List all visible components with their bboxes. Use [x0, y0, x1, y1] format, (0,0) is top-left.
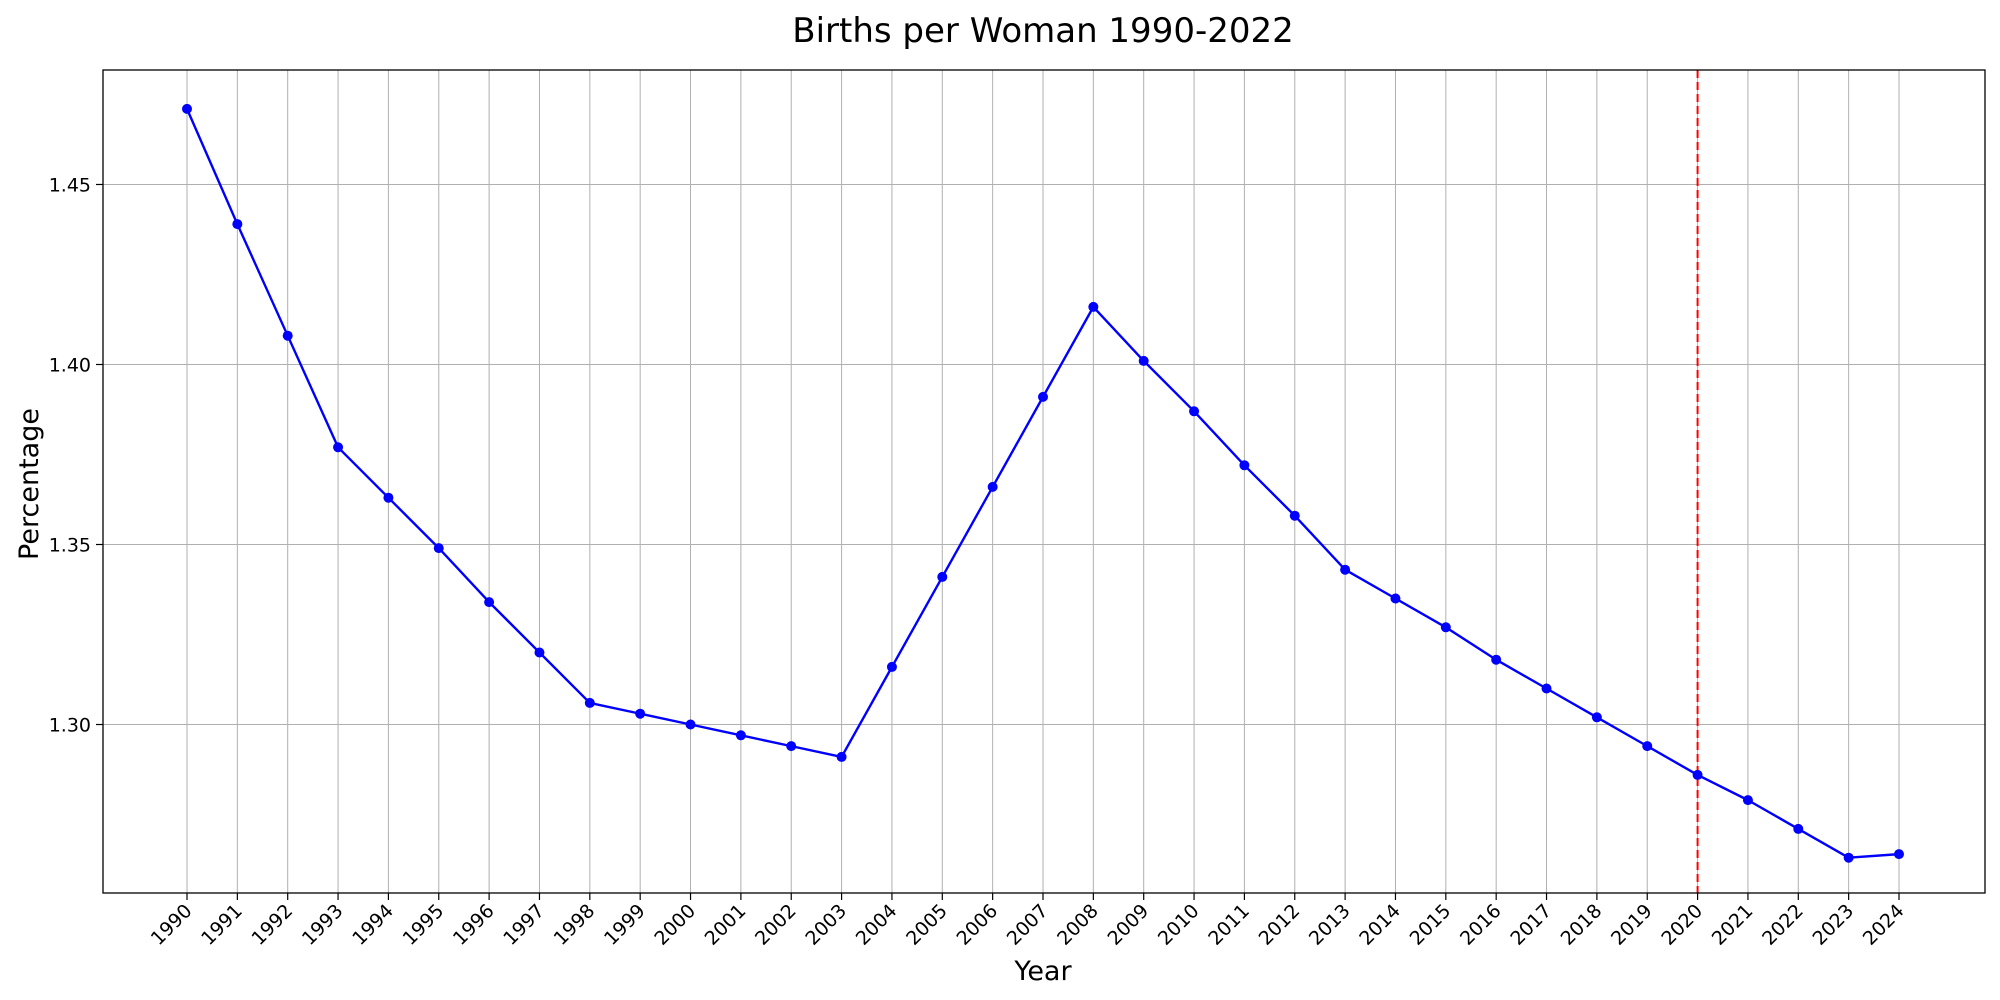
- x-tick-label: 2020: [1657, 900, 1707, 950]
- grid: [103, 70, 1985, 893]
- data-point: [232, 219, 243, 230]
- x-tick-label: 2003: [801, 900, 851, 950]
- x-tick-label: 1995: [399, 900, 449, 950]
- x-axis-ticks: 1990 1991 1992 1993 1994 1995 1996 1997 1998 1999…: [147, 893, 1909, 950]
- plot-area-frame: [102, 69, 1986, 894]
- x-tick-label: 2012: [1255, 900, 1305, 950]
- x-tick-label: 2005: [902, 900, 952, 950]
- data-point: [534, 647, 545, 658]
- data-point: [685, 719, 696, 730]
- x-tick-label: 2004: [852, 900, 902, 950]
- x-tick-label: 1998: [550, 900, 600, 950]
- data-point: [1390, 593, 1401, 604]
- y-axis-label: Percentage: [14, 408, 45, 560]
- data-point: [987, 481, 998, 492]
- data-point: [1894, 849, 1904, 860]
- data-point: [886, 661, 897, 672]
- data-point: [735, 730, 746, 741]
- x-tick-label: 1991: [197, 900, 247, 950]
- series: [182, 103, 1904, 863]
- y-tick-label: 1.45: [49, 174, 91, 196]
- data-point: [433, 543, 444, 554]
- x-tick-label: 2015: [1406, 900, 1456, 950]
- data-point: [836, 751, 847, 762]
- y-tick-label: 1.35: [49, 535, 91, 557]
- x-tick-label: 2024: [1859, 900, 1909, 950]
- x-axis-label: Year: [1013, 956, 1072, 987]
- data-point: [333, 442, 344, 453]
- data-point: [937, 571, 948, 582]
- x-tick-label: 2023: [1808, 900, 1858, 950]
- x-tick-label: 2007: [1003, 900, 1053, 950]
- data-point: [786, 741, 797, 752]
- y-axis-ticks: 1.30 1.35 1.40 1.45: [49, 174, 103, 737]
- data-point: [1793, 823, 1804, 834]
- data-point: [1642, 741, 1653, 752]
- data-point: [1541, 683, 1552, 694]
- x-tick-label: 1990: [147, 900, 197, 950]
- x-tick-label: 2022: [1758, 900, 1808, 950]
- data-point: [383, 492, 394, 503]
- data-point: [1491, 654, 1502, 665]
- x-tick-label: 2008: [1053, 900, 1103, 950]
- x-tick-label: 2019: [1607, 900, 1657, 950]
- x-tick-label: 1993: [298, 900, 348, 950]
- data-point: [1742, 795, 1753, 806]
- x-tick-label: 1996: [449, 900, 499, 950]
- data-point: [282, 330, 293, 341]
- data-point: [1591, 712, 1602, 723]
- data-point: [484, 597, 495, 608]
- data-point: [584, 697, 595, 708]
- data-point: [1038, 391, 1048, 402]
- chart-title: Births per Woman 1990-2022: [792, 11, 1294, 51]
- data-point: [1340, 564, 1351, 575]
- y-tick-label: 1.40: [49, 354, 91, 376]
- x-tick-label: 1999: [600, 900, 650, 950]
- x-tick-label: 2000: [650, 900, 700, 950]
- y-tick-label: 1.30: [49, 715, 91, 737]
- x-tick-label: 2010: [1154, 900, 1204, 950]
- data-point: [635, 708, 646, 719]
- data-point: [1440, 622, 1451, 633]
- data-point: [1088, 301, 1099, 312]
- x-tick-label: 1994: [348, 900, 398, 950]
- x-tick-label: 2017: [1506, 900, 1556, 950]
- data-point: [1189, 406, 1200, 417]
- x-tick-label: 2016: [1456, 900, 1506, 950]
- x-tick-label: 2014: [1355, 900, 1405, 950]
- data-point: [1138, 355, 1149, 366]
- x-tick-label: 2006: [952, 900, 1002, 950]
- x-tick-label: 2021: [1708, 900, 1758, 950]
- x-tick-label: 2002: [751, 900, 801, 950]
- x-tick-label: 2013: [1305, 900, 1355, 950]
- x-tick-label: 2001: [701, 900, 751, 950]
- data-point: [1239, 460, 1250, 471]
- x-tick-label: 1992: [247, 900, 297, 950]
- data-point: [1692, 769, 1703, 780]
- data-point: [1843, 852, 1854, 863]
- data-point: [182, 103, 192, 114]
- data-point: [1289, 510, 1300, 521]
- x-tick-label: 1997: [499, 900, 549, 950]
- x-tick-label: 2009: [1103, 900, 1153, 950]
- x-tick-label: 2018: [1557, 900, 1607, 950]
- x-tick-label: 2011: [1204, 900, 1254, 950]
